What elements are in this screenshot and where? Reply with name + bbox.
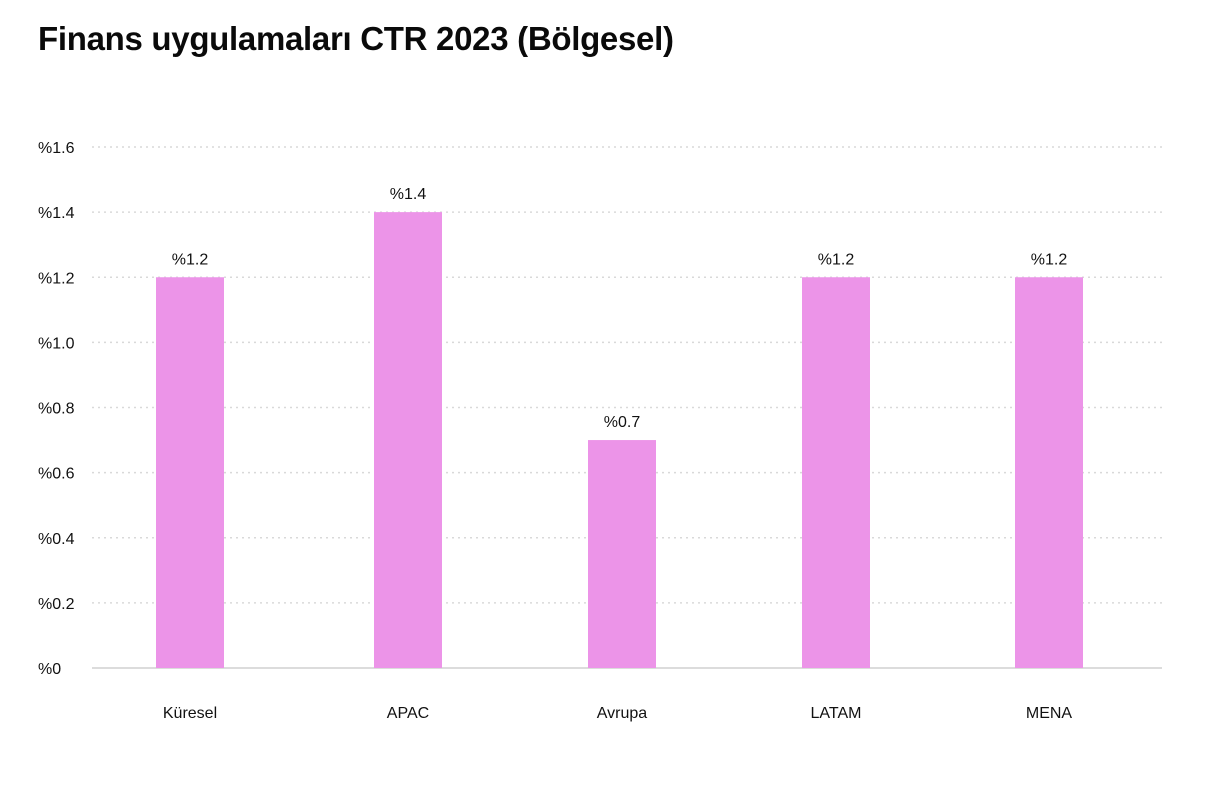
bar-value-label: %1.2 <box>1031 251 1068 268</box>
y-tick-label: %1.0 <box>38 335 75 352</box>
bar-value-label: %1.2 <box>818 251 855 268</box>
y-tick-label: %0 <box>38 661 61 678</box>
y-tick-label: %0.4 <box>38 531 75 548</box>
y-tick-label: %1.2 <box>38 270 75 287</box>
bars <box>156 212 1083 668</box>
chart-title: Finans uygulamaları CTR 2023 (Bölgesel) <box>38 20 674 57</box>
bar-küresel <box>156 277 224 668</box>
bar-avrupa <box>588 440 656 668</box>
bar-apac <box>374 212 442 668</box>
bar-latam <box>802 277 870 668</box>
bar-value-label: %1.4 <box>390 186 427 203</box>
x-category-label: MENA <box>1026 705 1073 722</box>
x-category-label: Küresel <box>163 705 217 722</box>
y-tick-label: %0.8 <box>38 401 75 418</box>
y-tick-label: %0.6 <box>38 466 75 483</box>
y-axis-ticks: %0 %0.2 %0.4 %0.6 %0.8 %1.0 %1.2 %1.4 %1.6 <box>38 140 75 678</box>
value-labels: %1.2 %1.4 %0.7 %1.2 %1.2 <box>172 186 1068 431</box>
y-tick-label: %1.4 <box>38 205 75 222</box>
x-category-label: LATAM <box>811 705 862 722</box>
y-tick-label: %1.6 <box>38 140 75 157</box>
x-category-label: APAC <box>387 705 429 722</box>
x-category-label: Avrupa <box>597 705 648 722</box>
bar-mena <box>1015 277 1083 668</box>
y-tick-label: %0.2 <box>38 596 75 613</box>
bar-value-label: %1.2 <box>172 251 209 268</box>
x-axis-categories: Küresel APAC Avrupa LATAM MENA <box>163 705 1073 722</box>
bar-value-label: %0.7 <box>604 414 641 431</box>
